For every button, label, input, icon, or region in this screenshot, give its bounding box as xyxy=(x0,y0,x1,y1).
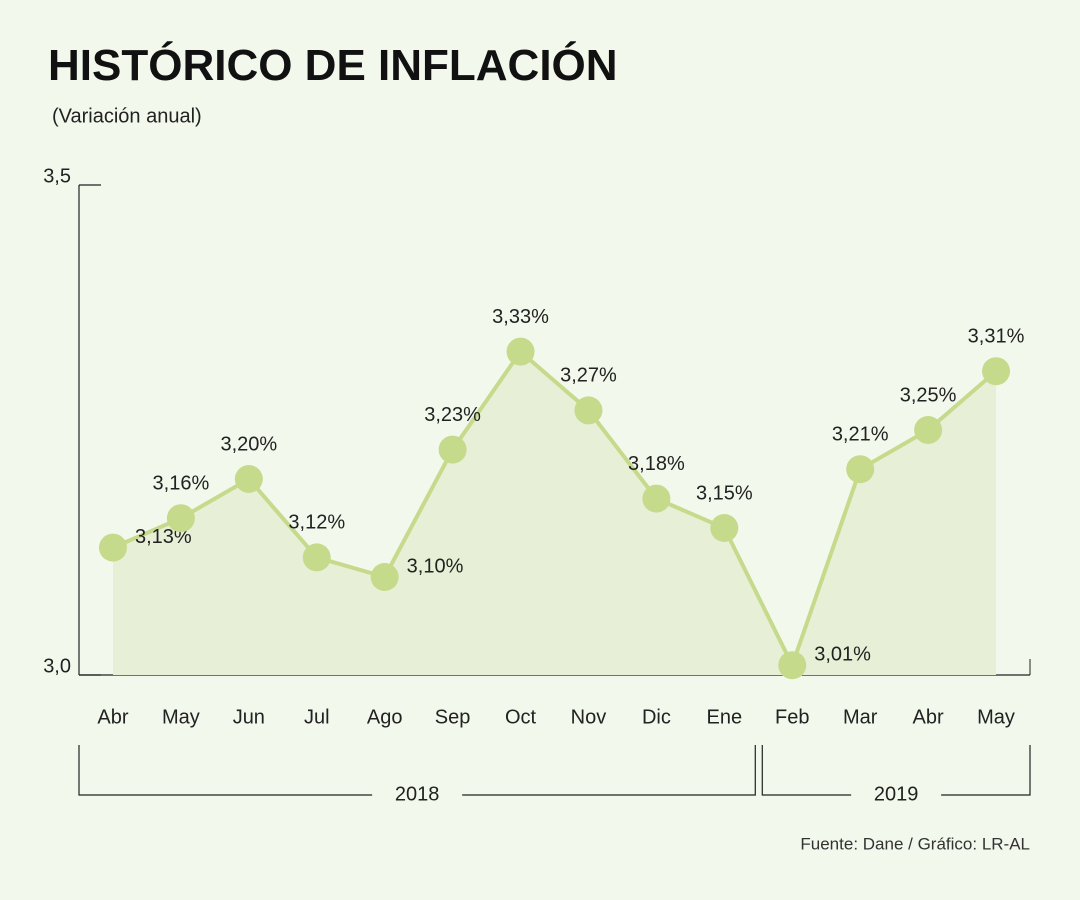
value-label: 3,16% xyxy=(153,472,210,494)
group-label: 2019 xyxy=(874,783,919,805)
x-tick-label: Abr xyxy=(913,706,944,728)
marker xyxy=(166,504,195,533)
y-tick-label: 3,5 xyxy=(43,165,71,187)
x-tick-label: Feb xyxy=(775,706,809,728)
marker xyxy=(574,396,603,425)
marker xyxy=(642,484,671,513)
value-label: 3,01% xyxy=(814,643,871,665)
x-tick-label: Mar xyxy=(843,706,878,728)
value-label: 3,15% xyxy=(696,482,753,504)
value-label: 3,33% xyxy=(492,306,549,328)
chart-title: HISTÓRICO DE INFLACIÓN xyxy=(48,40,618,90)
value-label: 3,18% xyxy=(628,453,685,475)
x-tick-label: Ago xyxy=(367,706,403,728)
x-tick-label: Sep xyxy=(435,706,471,728)
x-tick-label: May xyxy=(162,706,200,728)
value-label: 3,10% xyxy=(407,555,464,577)
x-tick-label: Nov xyxy=(571,706,607,728)
marker xyxy=(438,435,467,464)
marker xyxy=(98,533,127,562)
group-bracket xyxy=(78,745,756,796)
source: Fuente: Dane / Gráfico: LR-AL xyxy=(800,834,1030,853)
line xyxy=(112,348,998,671)
marker xyxy=(370,563,399,591)
x-tick-label: Jun xyxy=(233,706,265,728)
marker xyxy=(778,651,807,680)
value-label: 3,23% xyxy=(424,404,481,426)
value-label: 3,20% xyxy=(220,433,277,455)
marker xyxy=(710,514,739,542)
marker xyxy=(914,416,943,444)
x-tick-label: Abr xyxy=(97,706,128,728)
x-tick-label: Jul xyxy=(304,706,330,728)
group-label: 2018 xyxy=(395,783,440,805)
x-tick-label: Oct xyxy=(505,706,537,728)
x-tick-label: Ene xyxy=(707,706,743,728)
value-label: 3,31% xyxy=(968,325,1025,347)
marker xyxy=(234,465,263,493)
marker xyxy=(302,543,331,572)
value-label: 3,12% xyxy=(288,512,345,534)
area xyxy=(112,351,997,675)
group-bracket xyxy=(761,745,1031,796)
marker xyxy=(846,455,875,484)
y-tick-label: 3,0 xyxy=(43,655,71,677)
value-label: 3,27% xyxy=(560,365,617,387)
marker xyxy=(982,357,1011,386)
marker xyxy=(506,337,535,366)
x-tick-label: Dic xyxy=(642,706,671,728)
value-label: 3,25% xyxy=(900,384,957,406)
x-tick-label: May xyxy=(977,706,1015,728)
value-label: 3,21% xyxy=(832,423,889,445)
chart-subtitle: (Variación anual) xyxy=(52,105,202,127)
